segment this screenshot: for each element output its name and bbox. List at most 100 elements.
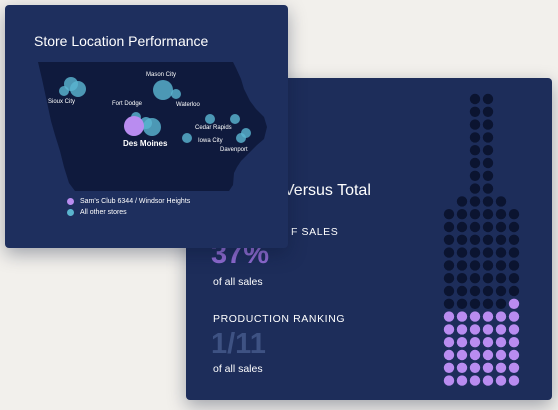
store-bubble[interactable] [70,81,86,97]
store-bubble-highlight[interactable] [124,116,144,136]
bottle-dot-empty [495,273,507,284]
bottle-dot-filled [495,362,507,373]
store-location-card: Store Location Performance Sioux City Ma… [5,5,288,248]
bottle-dot-empty [495,196,507,207]
bottle-dot-filled [469,311,481,322]
bottle-dot-filled [482,324,494,335]
bottle-dot-empty [495,234,507,245]
bottle-dot-filled [469,362,481,373]
store-bubble[interactable] [171,89,181,99]
bottle-dot-empty [456,298,468,309]
bottle-dot-empty [456,285,468,297]
store-bubble[interactable] [241,128,251,138]
bottle-dot-empty [482,209,494,220]
bottle-dot-empty [469,132,481,143]
bottle-dot-empty [482,132,494,143]
bottle-dot-empty [469,196,481,207]
bottle-dot-empty [469,93,481,105]
bottle-dot-filled [456,375,468,386]
share-of-sales-label: F SALES [291,226,339,238]
bottle-dot-filled [495,337,507,348]
bottle-dot-filled [469,375,481,386]
bottle-dot-empty [469,285,481,297]
bottle-dot-empty [443,260,455,271]
bottle-dot-filled [469,349,481,361]
bottle-dot-filled [443,337,455,348]
bottle-dot-empty [456,260,468,271]
bottle-dot-empty [482,106,494,117]
bottle-dot-filled [508,362,520,373]
bottle-dot-empty [469,298,481,309]
bottle-dot-filled [495,324,507,335]
bottle-dot-empty [495,221,507,233]
bottle-dot-empty [482,183,494,194]
bottle-dot-filled [443,362,455,373]
bottle-dot-empty [482,157,494,169]
store-bubble[interactable] [182,133,192,143]
bottle-dot-empty [508,285,520,297]
bottle-dot-empty [495,285,507,297]
bottle-dot-empty [443,285,455,297]
city-label: Mason City [146,72,176,78]
legend-label: Sam's Club 6344 / Windsor Heights [80,198,191,205]
bottle-dot-filled [482,311,494,322]
bottle-dot-empty [469,145,481,156]
store-bubble[interactable] [230,114,240,124]
store-bubble[interactable] [143,118,161,136]
city-label: Cedar Rapids [195,125,232,131]
bottle-dot-empty [469,247,481,258]
production-ranking-label: PRODUCTION RANKING [213,313,346,325]
bottle-dot-empty [482,196,494,207]
bottle-dot-filled [482,349,494,361]
bottle-dot-filled [482,337,494,348]
bottle-dot-empty [456,234,468,245]
bottle-dot-empty [456,247,468,258]
bottle-dot-empty [469,106,481,117]
bottle-dot-empty [469,183,481,194]
bottle-dot-empty [508,221,520,233]
bottle-dot-filled [508,337,520,348]
bottle-dot-filled [495,349,507,361]
bottle-dot-filled [456,362,468,373]
city-label-highlight: Des Moines [123,139,168,148]
bottle-dot-filled [456,324,468,335]
iowa-store-map: Sioux City Mason City Fort Dodge Waterlo… [38,62,267,191]
bottle-dot-chart [443,93,520,386]
bottle-dot-empty [495,247,507,258]
city-label: Fort Dodge [112,101,143,107]
store-bubble[interactable] [205,114,215,124]
bottle-dot-empty [456,273,468,284]
bottle-dot-empty [456,221,468,233]
bottle-dot-empty [443,221,455,233]
bottle-dot-filled [456,337,468,348]
bottle-dot-empty [482,273,494,284]
bottle-dot-empty [482,247,494,258]
card-title: Versus Total [284,182,371,199]
legend-swatch [67,209,74,216]
bottle-dot-empty [482,285,494,297]
bottle-dot-filled [456,311,468,322]
bottle-dot-filled [508,311,520,322]
bottle-dot-empty [469,119,481,130]
bottle-dot-filled [443,324,455,335]
store-bubble[interactable] [153,80,173,100]
bottle-dot-empty [508,260,520,271]
legend-label: All other stores [80,209,127,216]
bottle-dot-empty [482,260,494,271]
bottle-dot-filled [508,324,520,335]
bottle-dot-empty [469,209,481,220]
bottle-dot-filled [482,362,494,373]
bottle-dot-empty [443,247,455,258]
bottle-dot-filled [469,324,481,335]
bottle-dot-filled [495,375,507,386]
bottle-dot-filled [508,298,520,309]
bottle-dot-empty [495,260,507,271]
bottle-dot-empty [456,209,468,220]
bottle-dot-filled [508,349,520,361]
bottle-dot-empty [443,209,455,220]
bottle-dot-empty [443,234,455,245]
city-label: Davenport [220,147,248,153]
legend-item-others: All other stores [67,209,127,216]
bottle-dot-filled [456,349,468,361]
bottle-dot-empty [482,93,494,105]
